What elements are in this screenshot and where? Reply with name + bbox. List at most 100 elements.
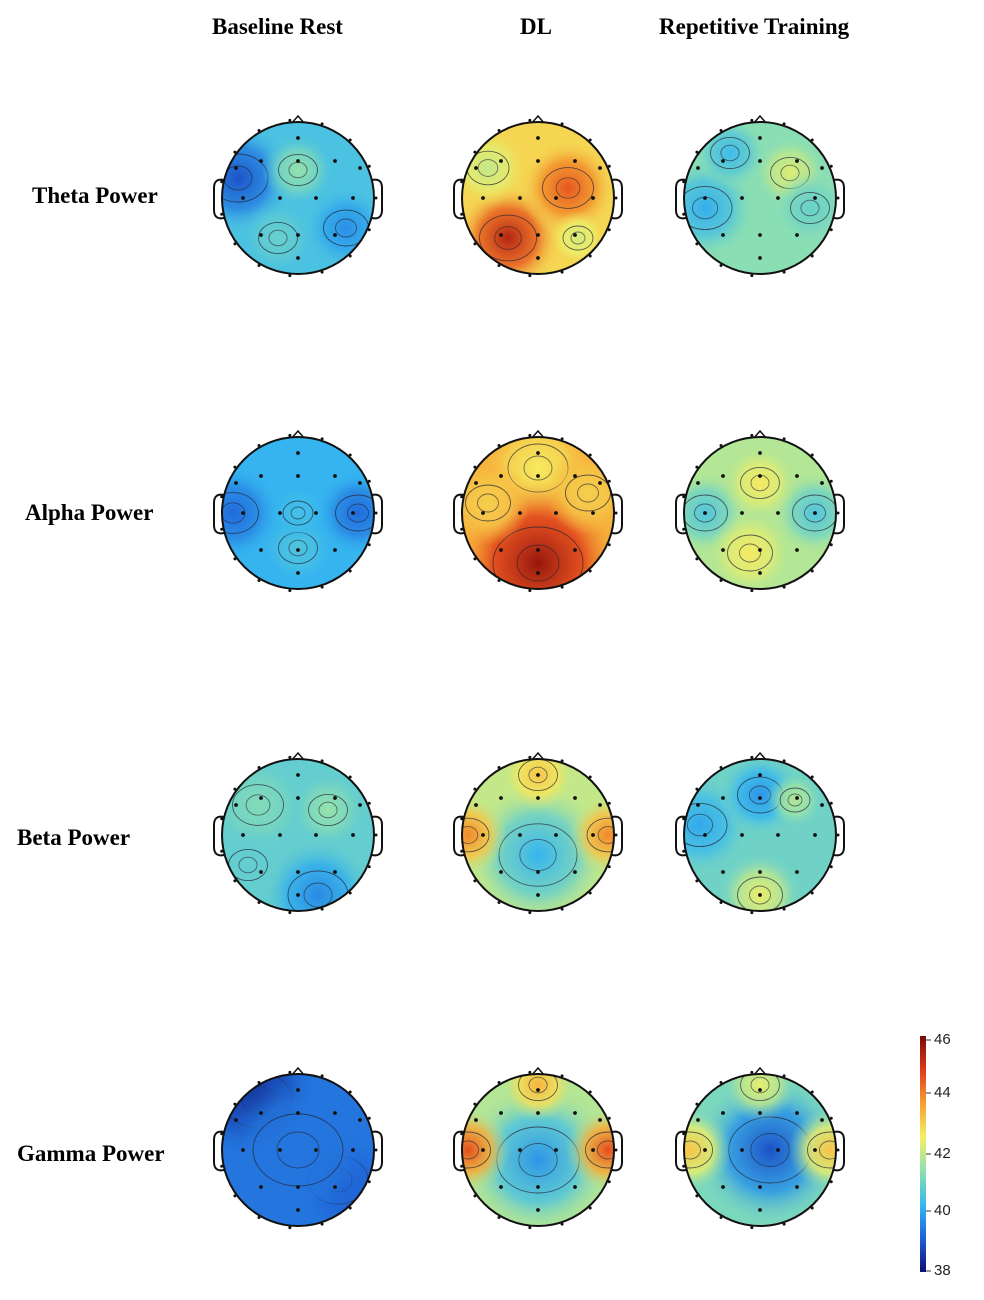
electrode-dot [296,571,300,575]
contour-line [800,199,820,217]
rim-electrode [682,495,686,499]
rim-electrode [367,1180,371,1184]
electrode-dot [278,196,282,200]
rim-electrode [460,527,464,531]
contour-line [577,483,599,503]
contour-line [303,882,333,908]
ear-outline [611,178,623,220]
electrode-dot [358,803,362,807]
rim-electrode [560,270,564,274]
electrode-dot [703,196,707,200]
contour-line [462,1140,479,1160]
electrode-dot [314,511,318,515]
electrode-dot [573,474,577,478]
electrode-dot [758,1185,762,1189]
rim-electrode [320,1074,324,1078]
electrode-dot [259,548,263,552]
column-title-baseline-rest: Baseline Rest [212,14,343,39]
contour-line [684,1140,701,1160]
electrode-dot [721,548,725,552]
rim-electrode [460,1132,464,1136]
electrode-dot [314,833,318,837]
contour-line [720,144,740,162]
rim-electrode [320,759,324,763]
rim-electrode [560,437,564,441]
topomap-blob [723,446,797,520]
topomap-blob [550,210,606,266]
electrode-dot [536,1111,540,1115]
electrode-dot [758,233,762,237]
ear-outline [611,493,623,535]
contour-line [727,534,773,572]
colorbar-gradient [920,1036,926,1272]
electrode-dot [259,1111,263,1115]
electrode-dot [721,233,725,237]
electrode-dot [314,196,318,200]
rim-electrode [782,270,786,274]
electrode-dot [296,893,300,897]
contour-line [739,543,761,563]
rim-electrode [460,1164,464,1168]
contour-line [335,218,357,238]
electrode-dot [259,474,263,478]
rim-electrode [374,1148,378,1152]
contour-line [790,191,830,225]
electrode-dot [813,1148,817,1152]
contour-line [750,1076,770,1094]
electrode-dot [776,196,780,200]
topomap-blob [684,1108,732,1192]
rim-electrode [528,118,532,122]
topomap-blob [723,1074,797,1122]
electrode-dot [296,1185,300,1189]
electrode-dot [703,833,707,837]
ear-outline [675,178,687,220]
electrode-dot [591,1148,595,1152]
contour-line [462,826,479,844]
electrode-dot [536,1185,540,1189]
ear-outline [213,493,225,535]
electrode-dot [598,481,602,485]
rim-electrode [829,865,833,869]
row-label-theta-power: Theta Power [32,183,158,208]
rim-electrode [836,1148,840,1152]
column-title-dl: DL [520,14,552,39]
rim-electrode [220,527,224,531]
contour-line [684,494,728,532]
electrode-dot [333,159,337,163]
rim-electrode [836,833,840,837]
contour-line [740,466,780,500]
rim-electrode [220,1132,224,1136]
electrode-dot [598,803,602,807]
rim-electrode [782,759,786,763]
topomap-r3-c1 [453,1066,623,1230]
rim-electrode [750,118,754,122]
electrode-dot [795,870,799,874]
rim-electrode [829,801,833,805]
electrode-dot [234,803,238,807]
electrode-dot [234,166,238,170]
topomap-blob [693,1074,836,1226]
electrode-dot [499,870,503,874]
electrode-dot [296,233,300,237]
electrode-dot [740,1148,744,1152]
rim-electrode [607,801,611,805]
rim-electrode [560,759,564,763]
rim-electrode [682,212,686,216]
electrode-dot [296,1111,300,1115]
rim-electrode [829,543,833,547]
contour-line [278,153,318,187]
rim-electrode [607,1116,611,1120]
contour-line [684,802,728,848]
electrode-dot [591,196,595,200]
rim-electrode [750,274,754,278]
electrode-dot [696,803,700,807]
contour-line [684,185,733,231]
ear-outline [611,1130,623,1172]
rim-electrode [220,180,224,184]
electrode-dot [333,870,337,874]
topomap-r1-c1 [453,429,623,593]
contour-line [477,493,499,513]
contour-line [792,494,836,532]
rim-electrode [829,1180,833,1184]
